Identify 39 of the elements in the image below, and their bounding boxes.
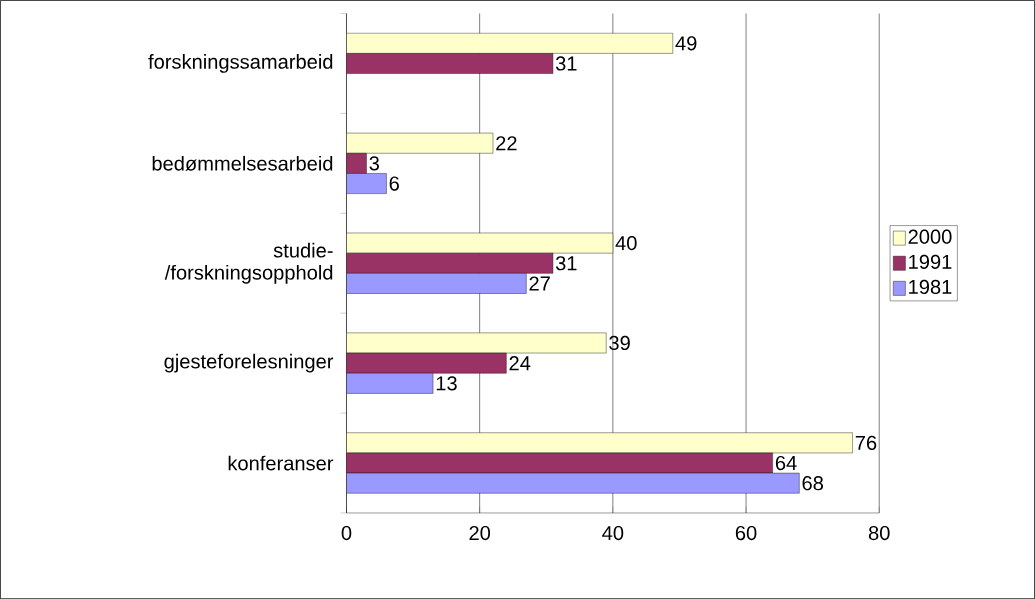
data-label: 49 xyxy=(675,36,697,51)
data-label: 31 xyxy=(555,256,577,271)
data-label: 3 xyxy=(369,156,379,171)
data-label: 68 xyxy=(802,476,824,491)
bar xyxy=(346,173,387,194)
bar xyxy=(346,372,434,394)
x-tick-label: 60 xyxy=(735,525,757,541)
y-tick-label: studie- /forskningsopphold xyxy=(164,242,333,284)
data-label: 39 xyxy=(609,335,630,350)
y-tick-label: konferanser xyxy=(228,455,334,471)
bar xyxy=(346,273,527,294)
data-label: 22 xyxy=(496,136,517,151)
bar xyxy=(346,132,494,154)
y-tick-label: forskningssamarbeid xyxy=(148,54,333,73)
legend-label: 1991 xyxy=(909,254,952,269)
data-label: 64 xyxy=(775,455,797,471)
y-tick-label: bedømmelsesarbeid xyxy=(152,155,333,171)
bar xyxy=(346,432,853,454)
y-tick-label: gjesteforelesninger xyxy=(164,353,334,373)
data-label: 24 xyxy=(509,356,531,371)
x-tick-label: 0 xyxy=(341,525,352,541)
x-tick-label: 20 xyxy=(469,525,491,541)
data-label: 6 xyxy=(389,176,399,191)
data-label: 27 xyxy=(529,276,550,291)
bar xyxy=(346,32,673,54)
data-label: 76 xyxy=(855,435,877,450)
bar xyxy=(346,53,554,74)
legend-label: 2000 xyxy=(908,229,952,244)
bar xyxy=(346,352,507,374)
bar xyxy=(346,232,614,254)
data-label: 31 xyxy=(555,56,577,71)
data-label: 40 xyxy=(615,235,637,251)
x-tick-label: 80 xyxy=(868,525,890,541)
bar xyxy=(346,252,554,274)
bar xyxy=(346,472,800,494)
data-label: 13 xyxy=(436,376,457,391)
bar xyxy=(346,153,367,174)
x-tick-label: 40 xyxy=(602,525,624,541)
legend-label: 1981 xyxy=(909,279,952,294)
